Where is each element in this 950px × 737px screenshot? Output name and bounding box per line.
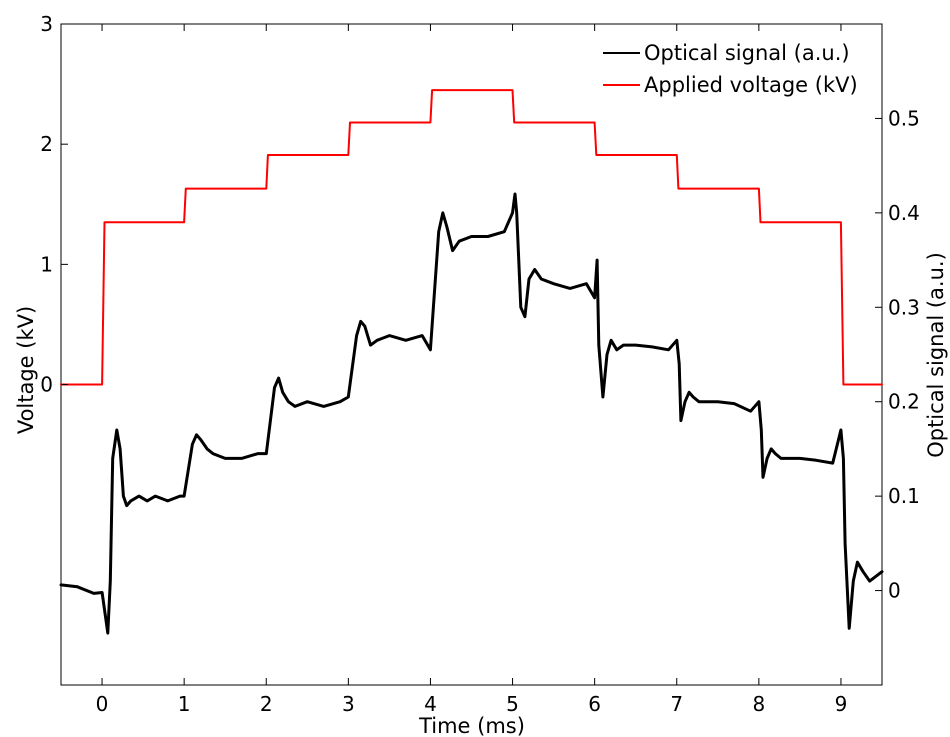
x-tick-label: 9	[835, 692, 848, 716]
x-axis-label: Time (ms)	[418, 714, 525, 737]
plot-frame	[60, 23, 883, 686]
legend-label-voltage: Applied voltage (kV)	[644, 73, 858, 97]
x-tick-label: 2	[260, 692, 273, 716]
y-left-tick-label: 0	[40, 373, 53, 397]
x-tick-label: 5	[506, 692, 519, 716]
x-tick-label: 3	[342, 692, 355, 716]
y-left-tick-label: 3	[40, 12, 53, 36]
x-tick-label: 0	[96, 692, 109, 716]
x-tick-label: 8	[752, 692, 765, 716]
legend-label-optical: Optical signal (a.u.)	[644, 41, 850, 65]
y-axis-left-label: Voltage (kV)	[14, 306, 38, 434]
y-right-tick-label: 0	[888, 579, 901, 603]
x-tick-label: 1	[178, 692, 191, 716]
y-right-tick-label: 0.3	[888, 295, 920, 319]
applied-voltage-line	[60, 89, 883, 386]
x-tick-label: 7	[670, 692, 683, 716]
optical-signal-line	[59, 192, 884, 635]
y-right-tick-label: 0.1	[888, 484, 920, 508]
legend: Optical signal (a.u.) Applied voltage (k…	[603, 41, 858, 97]
axes-frame	[60, 23, 883, 686]
x-tick-label: 4	[424, 692, 437, 716]
y-right-tick-label: 0.5	[888, 106, 920, 130]
x-tick-label: 6	[588, 692, 601, 716]
y-left-tick-label: 1	[40, 252, 53, 276]
y-right-tick-label: 0.2	[888, 390, 920, 414]
series-layer	[59, 89, 884, 635]
y-right-tick-label: 0.4	[888, 201, 920, 225]
y-axis-right-label: Optical signal (a.u.)	[924, 252, 948, 458]
y-left-tick-label: 2	[40, 132, 53, 156]
ticks-layer: 0 1 2 3 4 5 6 7 8 9 0 1 2 3 0 0.1 0.2 0.3 0.4 0.5	[40, 12, 920, 716]
